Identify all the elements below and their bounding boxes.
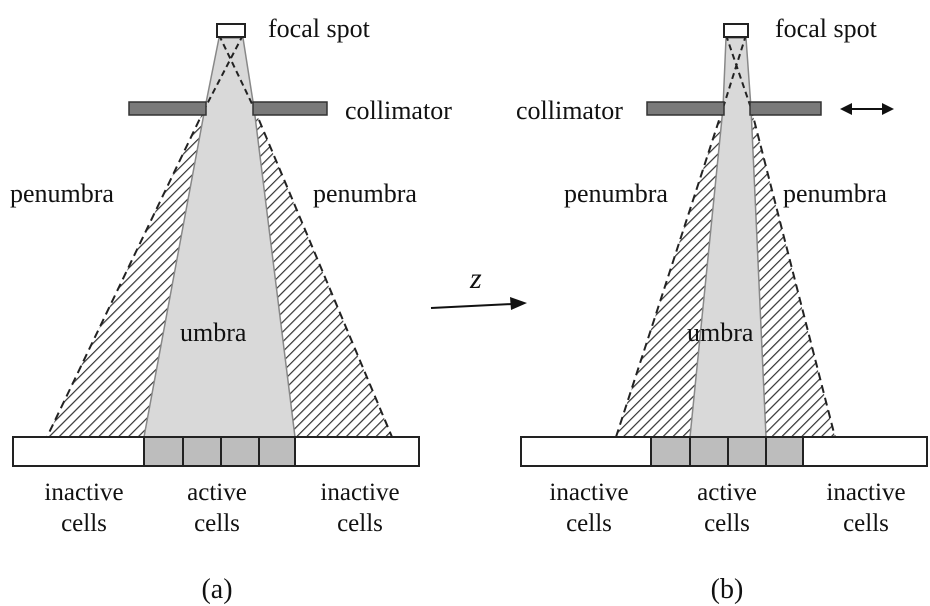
collimator-left-a	[128, 101, 207, 116]
penumbra-left-label-a: penumbra	[10, 179, 114, 208]
active-line2-b: cells	[704, 510, 750, 537]
focal-spot-a	[216, 23, 246, 38]
collimator-motion-arrow-icon	[840, 103, 894, 115]
focal-spot-b	[723, 23, 749, 38]
penumbra-right-label-a: penumbra	[313, 179, 417, 208]
z-axis-label: z	[469, 262, 482, 295]
caption-b: (b)	[711, 574, 744, 605]
active-line2-a: cells	[194, 510, 240, 537]
inactive-left-line1-a: inactive	[44, 479, 123, 506]
panel-b: focal spot collimator penumbra penumbra …	[516, 14, 928, 605]
focal-spot-label-b: focal spot	[775, 14, 878, 43]
focal-spot-label-a: focal spot	[268, 14, 371, 43]
caption-a: (a)	[201, 574, 232, 605]
collimator-label-a: collimator	[345, 96, 452, 125]
inactive-left-line1-b: inactive	[549, 479, 628, 506]
inactive-right-line1-b: inactive	[826, 479, 905, 506]
collimator-right-a	[252, 101, 328, 116]
z-axis-arrow: z	[430, 262, 527, 310]
active-line1-b: active	[697, 479, 757, 506]
inactive-right-line2-b: cells	[843, 510, 889, 537]
collimator-right-b	[749, 101, 822, 116]
collimator-left-b	[646, 101, 725, 116]
penumbra-left-label-b: penumbra	[564, 179, 668, 208]
inactive-right-line1-a: inactive	[320, 479, 399, 506]
penumbra-right-label-b: penumbra	[783, 179, 887, 208]
inactive-left-line2-a: cells	[61, 510, 107, 537]
umbra-label-a: umbra	[180, 318, 247, 347]
active-cells-a	[143, 436, 296, 467]
active-line1-a: active	[187, 479, 247, 506]
inactive-right-line2-a: cells	[337, 510, 383, 537]
inactive-left-line2-b: cells	[566, 510, 612, 537]
panel-a: focal spot collimator penumbra penumbra …	[10, 14, 452, 605]
collimator-label-b: collimator	[516, 96, 623, 125]
umbra-label-b: umbra	[687, 318, 754, 347]
